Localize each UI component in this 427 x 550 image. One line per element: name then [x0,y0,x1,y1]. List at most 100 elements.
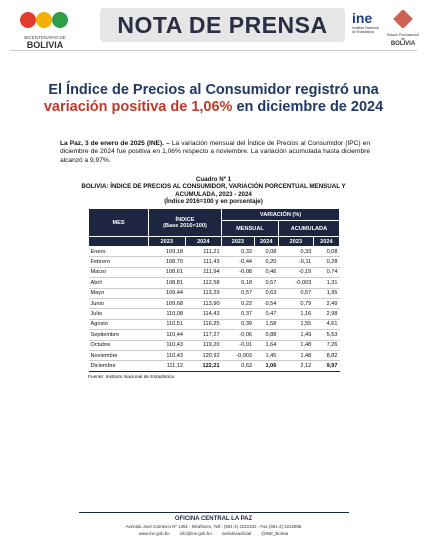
value-cell: 111,94 [185,267,222,279]
table-row: Octubre 110,43 119,20 -0,01 1,64 1,48 7,26 [88,340,340,351]
data-table: MES ÍNDICE (Base 2016=100) VARIACIÓN (%) … [88,208,341,372]
value-cell: 113,90 [185,298,222,310]
website[interactable]: www.ine.gob.bo [138,531,170,536]
value-cell: 110,43 [148,340,186,351]
value-cell: 0,37 [221,308,255,320]
year-cell: 2024 [253,236,279,247]
value-cell: 117,27 [185,329,222,341]
table-row: Abril 108,81 112,58 0,18 0,57 -0,003 1,31 [88,277,340,289]
lead-paragraph: La Paz, 3 de enero de 2025 (INE). – La v… [60,140,370,165]
twitter[interactable]: @INE_Bolivia [261,531,289,536]
value-cell: 110,51 [148,319,186,331]
ine-mark: ine [352,10,373,26]
value-cell: 0,20 [254,256,279,268]
value-cell: 8,82 [313,350,340,362]
banner: NOTA DE PRENSA [100,8,345,42]
month-cell: Febrero [88,256,149,268]
address: Avenida José Carrasco Nº 1391 - Miraflor… [125,524,302,529]
value-cell: 0,79 [278,298,314,310]
office: OFICINA CENTRAL LA PAZ [174,516,253,522]
month-cell: Noviembre [88,350,149,362]
value-cell: 0,57 [221,288,255,299]
headline-part: El Índice de Precios al Consumidor regis… [48,82,379,98]
value-cell: 0,88 [254,329,279,341]
value-cell: 110,43 [148,350,186,362]
value-cell: 0,33 [278,246,314,258]
month-cell: Enero [88,246,149,258]
value-cell: 108,81 [148,277,186,289]
year-row: 2023 2024 2023 2024 2023 2024 [88,236,341,247]
year-cell: 2024 [312,236,341,247]
dateline: La Paz, 3 de enero de 2025 (INE). – [60,140,170,147]
value-cell: 1,58 [254,319,279,331]
email[interactable]: info@ine.gob.bo [179,531,212,536]
table-row: Diciembre 111,12 122,21 0,63 1,06 2,12 9,97 [88,360,340,372]
state-logo: Estado Plurinacional de BOLIVIA [385,9,421,47]
value-cell: 109,18 [148,246,186,258]
value-cell: 112,58 [185,277,222,289]
month-cell: Abril [88,277,149,289]
table-row: Septiembre 110,44 117,27 -0,06 0,88 1,49 5,53 [88,329,340,341]
value-cell: 110,44 [148,329,186,341]
value-cell: 1,55 [278,319,314,331]
headline: El Índice de Precios al Consumidor regis… [40,82,387,116]
caption-subheading: (Índice 2016=100 y en porcentaje) [164,198,263,206]
source: Fuente: Instituto Nacional de Estadístic… [88,375,174,380]
table-row: Agosto 110,51 116,25 0,39 1,58 1,55 4,61 [88,319,340,331]
month-cell: Agosto [88,319,149,331]
header-text: ÍNDICE [175,216,195,223]
bicentenary-logo: BICENTENARIO DE BOLIVIA [14,10,76,50]
ine-logo: ine Instituto Nacional de Estadística [352,10,382,34]
value-cell: 111,12 [148,360,186,372]
year-cell: 2023 [148,236,186,247]
value-cell: 111,21 [185,246,222,258]
table-row: Marzo 108,61 111,94 -0,08 0,46 -0,19 0,74 [88,267,340,279]
facebook[interactable]: ineboliviaoficial [221,531,252,536]
value-cell: 0,63 [221,360,255,372]
divider [10,50,417,51]
value-cell: -0,003 [221,350,255,362]
value-cell: 5,53 [313,329,340,341]
value-cell: 2,49 [313,298,340,310]
value-cell: 1,48 [278,350,314,362]
headline-highlight: variación positiva de 1,06% [43,99,233,115]
value-cell: 0,46 [254,267,279,279]
value-cell: 120,92 [185,350,222,362]
value-cell: 113,29 [185,288,222,299]
value-cell: 108,70 [148,256,186,268]
value-cell: 110,08 [148,308,186,320]
table-head: MES ÍNDICE (Base 2016=100) VARIACIÓN (%) … [88,208,341,247]
value-cell: 0,57 [278,288,314,299]
month-cell: Diciembre [88,360,149,372]
value-cell: 2,98 [313,308,340,320]
header-cell: ACUMULADA [277,220,341,237]
table-row: Noviembre 110,43 120,92 -0,003 1,45 1,48 8,82 [88,350,340,362]
header-cell: ÍNDICE (Base 2016=100) [147,208,223,237]
header-cell: MES [88,208,149,237]
value-cell: -0,19 [278,267,314,279]
value-cell: 1,95 [313,288,340,299]
value-cell: 0,54 [254,298,279,310]
logo-text: BICENTENARIO DE [24,35,66,40]
value-cell: -0,06 [221,329,255,341]
value-cell: 111,43 [185,256,222,268]
value-cell: 9,97 [313,360,340,372]
value-cell: 109,68 [148,298,186,310]
value-cell: 1,16 [278,308,314,320]
table-row: Junio 109,68 113,90 0,22 0,54 0,79 2,49 [88,298,340,310]
value-cell: 0,22 [221,298,255,310]
state-emblem [393,9,413,29]
footer: OFICINA CENTRAL LA PAZ Avenida José Carr… [0,512,427,536]
table-row: Febrero 108,70 111,43 -0,44 0,20 -0,11 0,28 [88,256,340,268]
value-cell: 116,25 [185,319,222,331]
month-cell: Septiembre [88,329,149,341]
header-cell [88,236,149,247]
value-cell: 4,61 [313,319,340,331]
value-cell: 0,74 [313,267,340,279]
value-cell: 0,39 [221,319,255,331]
table-row: Julio 110,08 114,43 0,37 0,47 1,16 2,98 [88,308,340,320]
value-cell: 109,44 [148,288,186,299]
ine-name: Instituto Nacional de Estadística [352,26,379,34]
